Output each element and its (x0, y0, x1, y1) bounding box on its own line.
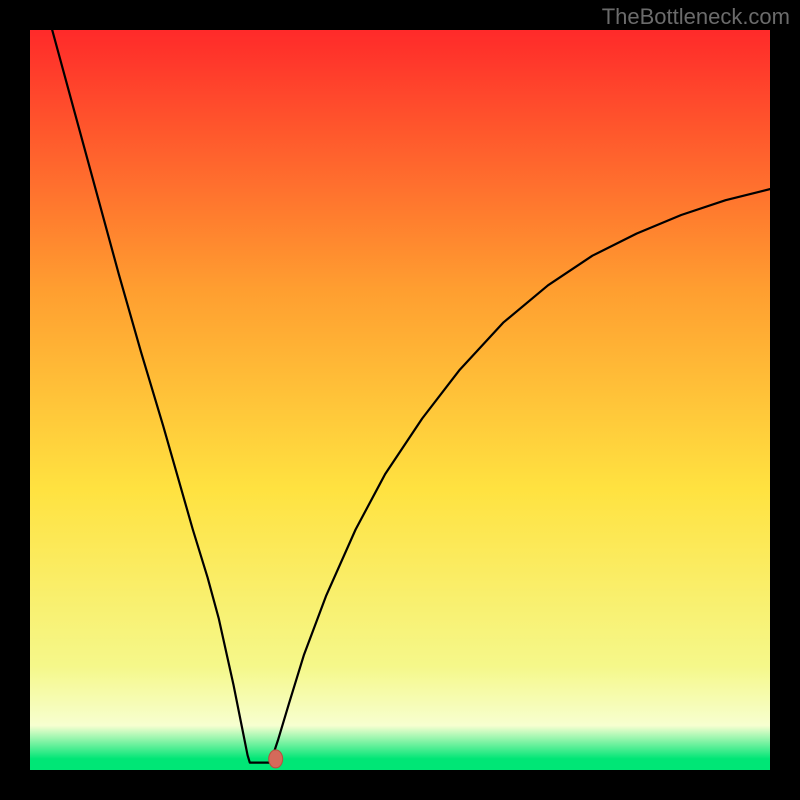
chart-background (30, 30, 770, 770)
chart-container: TheBottleneck.com (0, 0, 800, 800)
optimal-point-marker (269, 750, 283, 768)
watermark-text: TheBottleneck.com (602, 4, 790, 30)
bottleneck-chart (30, 30, 770, 770)
